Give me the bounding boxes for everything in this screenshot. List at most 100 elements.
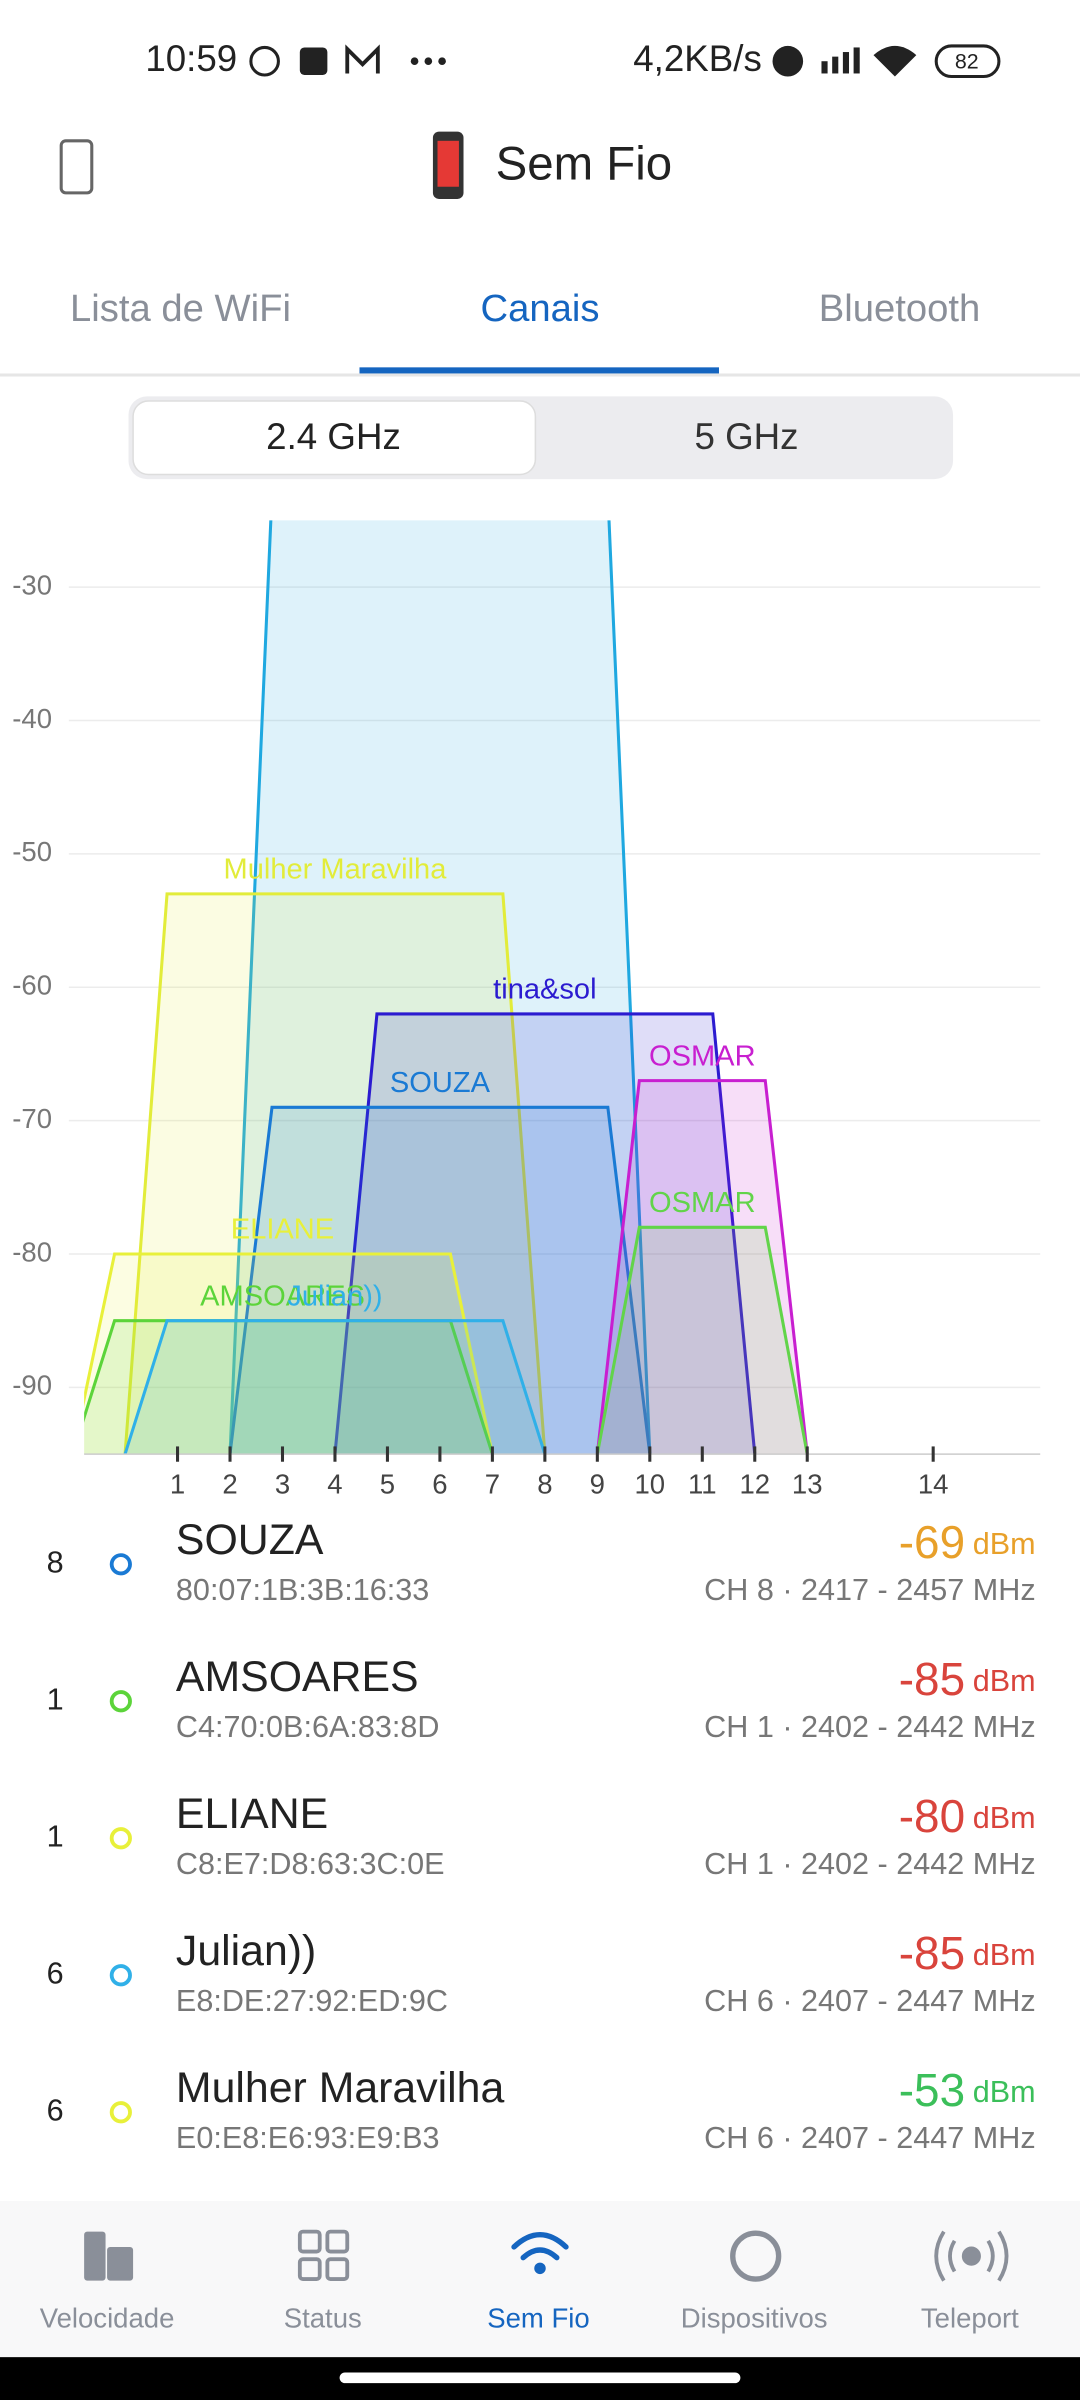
battery (934, 44, 1001, 79)
x-tick-label: 14 (918, 1469, 949, 1500)
icon (772, 45, 804, 77)
channel: 8 (47, 1545, 64, 1579)
list-row[interactable] (0, 2047, 1080, 2183)
channel-detail: CH 1 · 2402 - 2442 MHz (704, 1847, 1035, 1881)
x-tick-label: 12 (739, 1469, 770, 1500)
color-dot (109, 1690, 132, 1713)
y-tick-label: -70 (12, 1103, 52, 1134)
time: 10:59 (145, 38, 237, 79)
x-tick-label: 11 (688, 1469, 717, 1500)
channel: 1 (47, 1819, 64, 1853)
mac: 80:07:1B:3B:16:33 (176, 1573, 429, 1607)
x-tick-label: 4 (327, 1469, 342, 1500)
bottom-nav (0, 2201, 1080, 2358)
icon (299, 47, 328, 75)
network-curve (84, 1252, 494, 1455)
rssi: -85 dBm (899, 1653, 1036, 1705)
wifi-icon (873, 45, 917, 77)
nav-icon (511, 2232, 569, 2275)
x-tick-label: 2 (222, 1469, 237, 1500)
list-row[interactable] (0, 1500, 1080, 1635)
icon (345, 44, 380, 74)
list-row[interactable] (0, 1773, 1080, 1909)
x-tick-label: 3 (275, 1469, 290, 1500)
nav-label[interactable]: Velocidade (40, 2303, 175, 2334)
channel: 6 (47, 1956, 64, 1990)
rssi-unit: dBm (973, 1664, 1036, 1698)
y-tick-label: -90 (12, 1370, 52, 1401)
nav-label[interactable]: Teleport (921, 2303, 1019, 2334)
rssi-unit: dBm (973, 1938, 1036, 1972)
band-option[interactable]: 5 GHz (694, 416, 798, 457)
list-row[interactable] (0, 1636, 1080, 1772)
icon (410, 57, 446, 66)
y-tick-label: -60 (12, 970, 52, 1001)
list-row[interactable] (0, 1910, 1080, 2046)
mac: C4:70:0B:6A:83:8D (176, 1710, 440, 1744)
y-tick-label: -40 (12, 703, 52, 734)
color-dot (109, 2101, 132, 2124)
tab-indicator (359, 367, 719, 374)
y-tick-label: -30 (12, 569, 52, 600)
channel-detail: CH 1 · 2402 - 2442 MHz (704, 1710, 1035, 1744)
tab[interactable]: Lista de WiFi (70, 287, 291, 330)
header-title: Sem Fio (496, 137, 673, 190)
mac: C8:E7:D8:63:3C:0E (176, 1847, 445, 1881)
app-icon (437, 140, 459, 187)
device-button[interactable] (59, 139, 94, 195)
channel: 6 (47, 2093, 64, 2127)
x-tick-label: 13 (792, 1469, 823, 1500)
band-selected (132, 400, 537, 476)
x-tick-label: 1 (170, 1469, 185, 1500)
divider (0, 373, 1080, 377)
rssi: -53 dBm (899, 2064, 1036, 2116)
network-label: Mulher Maravilha (224, 854, 448, 886)
rssi-value: -53 (899, 2064, 965, 2116)
tab[interactable]: Canais (480, 287, 599, 330)
nav-label[interactable]: Sem Fio (487, 2303, 589, 2334)
y-tick-label: -50 (12, 836, 52, 867)
ssid: AMSOARES (176, 1653, 419, 1701)
network-curve (595, 1079, 809, 1455)
x-tick-label: 5 (380, 1469, 395, 1500)
icon (249, 45, 280, 77)
network-label: AMSOARES (200, 1280, 365, 1312)
rssi: -80 dBm (899, 1790, 1036, 1842)
tab[interactable]: Bluetooth (819, 287, 981, 330)
network-label: tina&sol (493, 974, 596, 1006)
battery-level: 82 (955, 49, 979, 73)
channel: 1 (47, 1682, 64, 1716)
rssi-unit: dBm (973, 2075, 1036, 2109)
rssi-unit: dBm (973, 1801, 1036, 1835)
network-curve (228, 520, 652, 1455)
signal-icon (821, 47, 860, 74)
x-tick-label: 9 (590, 1469, 605, 1500)
x-tick-label: 10 (635, 1469, 666, 1500)
network-label: OSMAR (649, 1040, 756, 1072)
nav-icon (84, 2231, 134, 2281)
network-label: SOUZA (390, 1067, 491, 1099)
nav-label[interactable]: Dispositivos (681, 2303, 828, 2334)
rssi-value: -69 (899, 1516, 965, 1568)
nav-icon (297, 2229, 350, 2281)
ssid: Mulher Maravilha (176, 2064, 505, 2112)
channel-detail: CH 8 · 2417 - 2457 MHz (704, 1573, 1035, 1607)
nav-icon (730, 2230, 782, 2282)
ssid: SOUZA (176, 1516, 324, 1564)
nav-label[interactable]: Status (284, 2303, 362, 2334)
y-tick-label: -80 (12, 1236, 52, 1267)
rssi-unit: dBm (973, 1527, 1036, 1561)
rssi-value: -85 (899, 1927, 965, 1979)
x-tick-label: 8 (537, 1469, 552, 1500)
channel-detail: CH 6 · 2407 - 2447 MHz (704, 1984, 1035, 2018)
ssid: ELIANE (176, 1790, 328, 1838)
network-label: ELIANE (231, 1214, 334, 1246)
net-speed: 4,2KB/s (633, 38, 762, 79)
band-option[interactable]: 2.4 GHz (266, 416, 401, 457)
network-curve (123, 1319, 547, 1455)
nav-icon (934, 2230, 1009, 2282)
network-curve (123, 892, 547, 1455)
mac: E8:DE:27:92:ED:9C (176, 1984, 448, 2018)
